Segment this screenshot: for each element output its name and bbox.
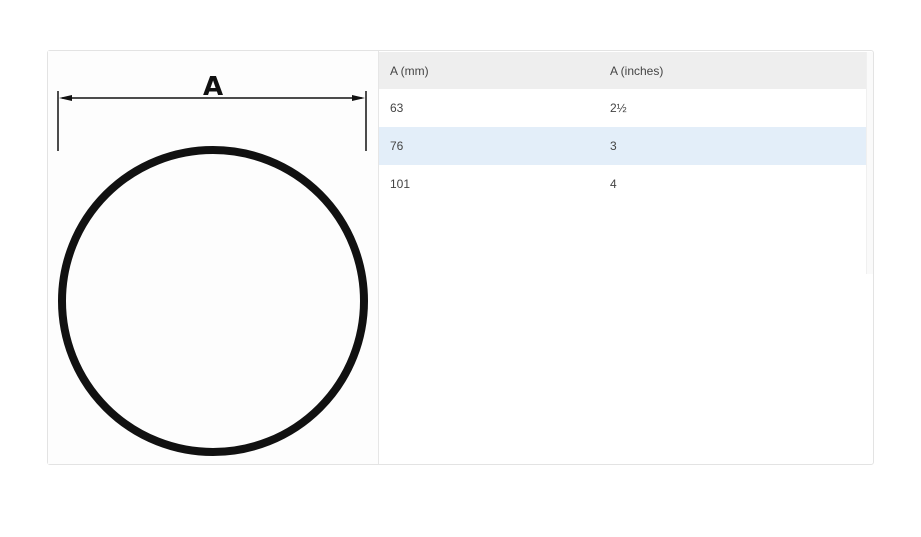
- cell-mm: 63: [390, 101, 404, 115]
- table-row: 101 4: [379, 165, 867, 203]
- dimension-label: A: [203, 72, 223, 102]
- pipe-circle: [58, 146, 368, 456]
- cell-mm: 101: [390, 177, 411, 191]
- header-mm: A (mm): [390, 63, 429, 78]
- arrow-right-icon: [352, 95, 365, 101]
- cell-inches: 4: [610, 177, 617, 191]
- arrow-left-icon: [59, 95, 72, 101]
- table-scrollbar[interactable]: [866, 52, 873, 274]
- cell-mm: 76: [390, 139, 404, 153]
- table-row: 63 2½: [379, 89, 867, 127]
- header-inches: A (inches): [610, 63, 664, 78]
- size-card: A A (mm) A (inches) 63 2½ 76 3 101 4: [47, 50, 874, 465]
- table-row: 76 3: [379, 127, 867, 165]
- diameter-diagram-svg: A: [57, 72, 368, 456]
- cell-inches: 3: [610, 139, 617, 153]
- size-table: A (mm) A (inches) 63 2½ 76 3 101 4: [379, 52, 867, 203]
- cell-inches: 2½: [610, 101, 627, 115]
- circle-diagram: A: [48, 51, 379, 464]
- table-header: A (mm) A (inches): [379, 52, 867, 89]
